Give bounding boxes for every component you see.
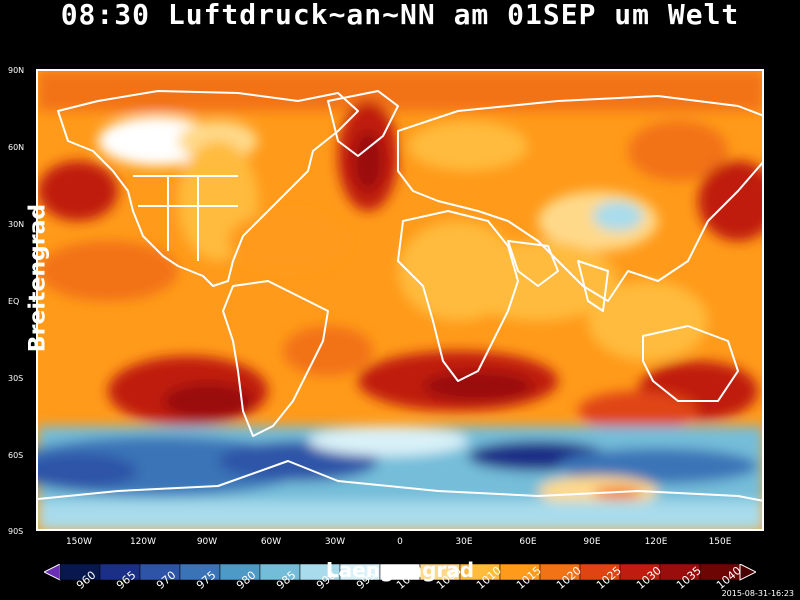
lat-tick-30s: 30S [8, 374, 24, 383]
lon-tick-90w: 90W [196, 537, 218, 547]
pressure-map [36, 69, 764, 531]
lat-tick-90n: 90N [8, 66, 25, 75]
timestamp: 2015-08-31-16:23 [721, 589, 794, 598]
colorbar [44, 564, 756, 581]
map-title: 08:30 Luftdruck~an~NN am 01SEP um Welt [60, 0, 740, 31]
lon-tick-30e: 30E [455, 537, 473, 547]
lon-tick-90e: 90E [583, 537, 601, 547]
lon-tick-150e: 150E [708, 537, 732, 547]
colorbar-over-triangle [739, 564, 756, 581]
lon-tick-30w: 30W [324, 537, 346, 547]
pressure-field [38, 71, 762, 529]
lat-tick-60n: 60N [8, 143, 25, 152]
coastlines [38, 90, 762, 502]
lon-tick-60e: 60E [519, 537, 537, 547]
lon-tick-0: 0 [397, 537, 403, 547]
lon-tick-60w: 60W [260, 537, 282, 547]
colorbar-under-triangle [44, 564, 61, 581]
lat-tick-60s: 60S [8, 451, 24, 460]
y-axis-label: Breitengrad [25, 203, 51, 353]
lon-tick-120w: 120W [129, 537, 157, 547]
lon-tick-120e: 120E [644, 537, 668, 547]
lat-tick-30n: 30N [8, 220, 25, 229]
lat-tick-90s: 90S [8, 527, 24, 536]
lat-tick-eq: EQ [8, 297, 20, 306]
x-axis-label: Laengengrad [325, 558, 475, 582]
lon-tick-150w: 150W [65, 537, 93, 547]
